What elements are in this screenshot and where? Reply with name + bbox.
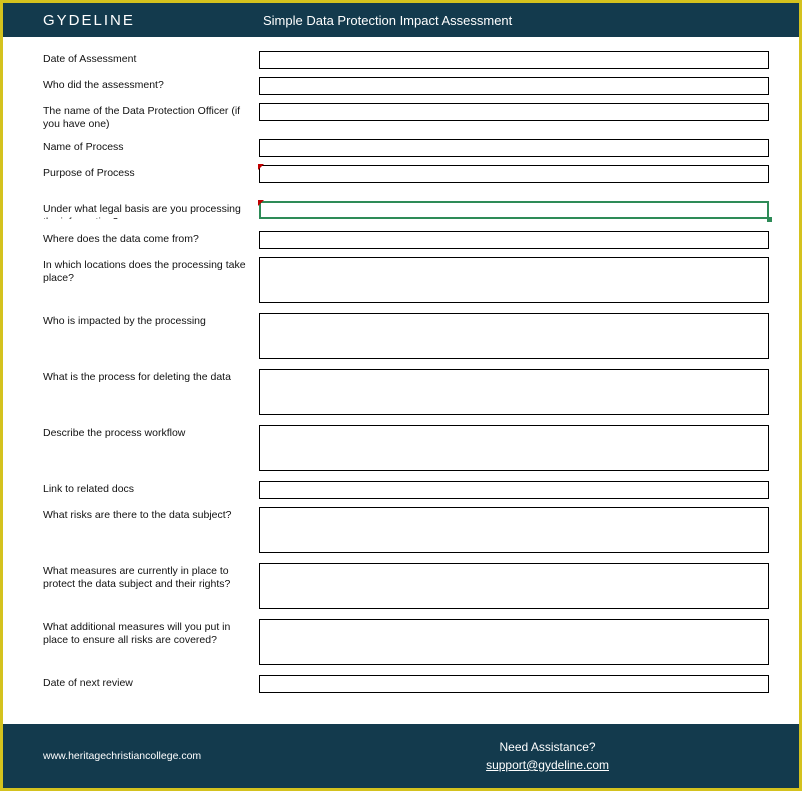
input-field[interactable]: [259, 51, 769, 69]
field-label: Date of Assessment: [43, 51, 259, 66]
field-label: The name of the Data Protection Officer …: [43, 103, 259, 131]
field-wrap: [259, 507, 769, 553]
input-field[interactable]: [259, 257, 769, 303]
input-field[interactable]: [259, 425, 769, 471]
header-bar: GYDELINE Simple Data Protection Impact A…: [3, 3, 799, 37]
field-wrap: [259, 369, 769, 415]
input-field[interactable]: [259, 201, 769, 219]
field-label: What additional measures will you put in…: [43, 619, 259, 647]
form-row: Link to related docs: [43, 481, 769, 499]
field-wrap: [259, 51, 769, 69]
form-row: Name of Process: [43, 139, 769, 157]
input-field[interactable]: [259, 619, 769, 665]
field-label: Who did the assessment?: [43, 77, 259, 92]
input-field[interactable]: [259, 313, 769, 359]
field-label: Who is impacted by the processing: [43, 313, 259, 328]
footer-bar: www.heritagechristiancollege.com Need As…: [3, 724, 799, 788]
input-field[interactable]: [259, 77, 769, 95]
input-field[interactable]: [259, 507, 769, 553]
form-row: Date of Assessment: [43, 51, 769, 69]
field-label: Under what legal basis are you processin…: [43, 201, 259, 219]
form-row: Date of next review: [43, 675, 769, 693]
document-frame: GYDELINE Simple Data Protection Impact A…: [0, 0, 802, 791]
field-label: Name of Process: [43, 139, 259, 154]
field-wrap: [259, 201, 769, 219]
field-label: What measures are currently in place to …: [43, 563, 259, 591]
field-wrap: [259, 139, 769, 157]
input-field[interactable]: [259, 675, 769, 693]
field-wrap: [259, 313, 769, 359]
field-wrap: [259, 165, 769, 183]
field-label: Date of next review: [43, 675, 259, 690]
field-wrap: [259, 425, 769, 471]
field-label: What risks are there to the data subject…: [43, 507, 259, 522]
form-row: What is the process for deleting the dat…: [43, 369, 769, 415]
field-wrap: [259, 481, 769, 499]
field-wrap: [259, 77, 769, 95]
brand-logo: GYDELINE: [43, 12, 263, 29]
input-field[interactable]: [259, 165, 769, 183]
field-label: Where does the data come from?: [43, 231, 259, 246]
form-row: Where does the data come from?: [43, 231, 769, 249]
footer-url: www.heritagechristiancollege.com: [43, 750, 486, 762]
input-field[interactable]: [259, 103, 769, 121]
form-row: Purpose of Process: [43, 165, 769, 183]
form-row: Describe the process workflow: [43, 425, 769, 471]
form-row: The name of the Data Protection Officer …: [43, 103, 769, 131]
comment-marker-icon: [258, 164, 264, 170]
field-label: What is the process for deleting the dat…: [43, 369, 259, 384]
input-field[interactable]: [259, 139, 769, 157]
field-wrap: [259, 257, 769, 303]
field-wrap: [259, 675, 769, 693]
selection-handle[interactable]: [767, 217, 772, 222]
field-wrap: [259, 103, 769, 121]
field-label: Purpose of Process: [43, 165, 259, 180]
form-row: Under what legal basis are you processin…: [43, 201, 769, 219]
input-field[interactable]: [259, 563, 769, 609]
input-field[interactable]: [259, 369, 769, 415]
form-area: Date of Assessment Who did the assessment…: [3, 37, 799, 724]
form-row: Who is impacted by the processing: [43, 313, 769, 359]
assist-label: Need Assistance?: [486, 738, 609, 756]
footer-assist: Need Assistance? support@gydeline.com: [486, 738, 759, 774]
field-wrap: [259, 231, 769, 249]
support-email-link[interactable]: support@gydeline.com: [486, 756, 609, 774]
document-title: Simple Data Protection Impact Assessment: [263, 13, 512, 28]
comment-marker-icon: [258, 200, 264, 206]
form-row: Who did the assessment?: [43, 77, 769, 95]
form-row: What measures are currently in place to …: [43, 563, 769, 609]
input-field[interactable]: [259, 481, 769, 499]
form-row: What risks are there to the data subject…: [43, 507, 769, 553]
field-label: In which locations does the processing t…: [43, 257, 259, 285]
field-wrap: [259, 563, 769, 609]
form-row: In which locations does the processing t…: [43, 257, 769, 303]
field-wrap: [259, 619, 769, 665]
field-label: Describe the process workflow: [43, 425, 259, 440]
field-label: Link to related docs: [43, 481, 259, 496]
form-row: What additional measures will you put in…: [43, 619, 769, 665]
input-field[interactable]: [259, 231, 769, 249]
